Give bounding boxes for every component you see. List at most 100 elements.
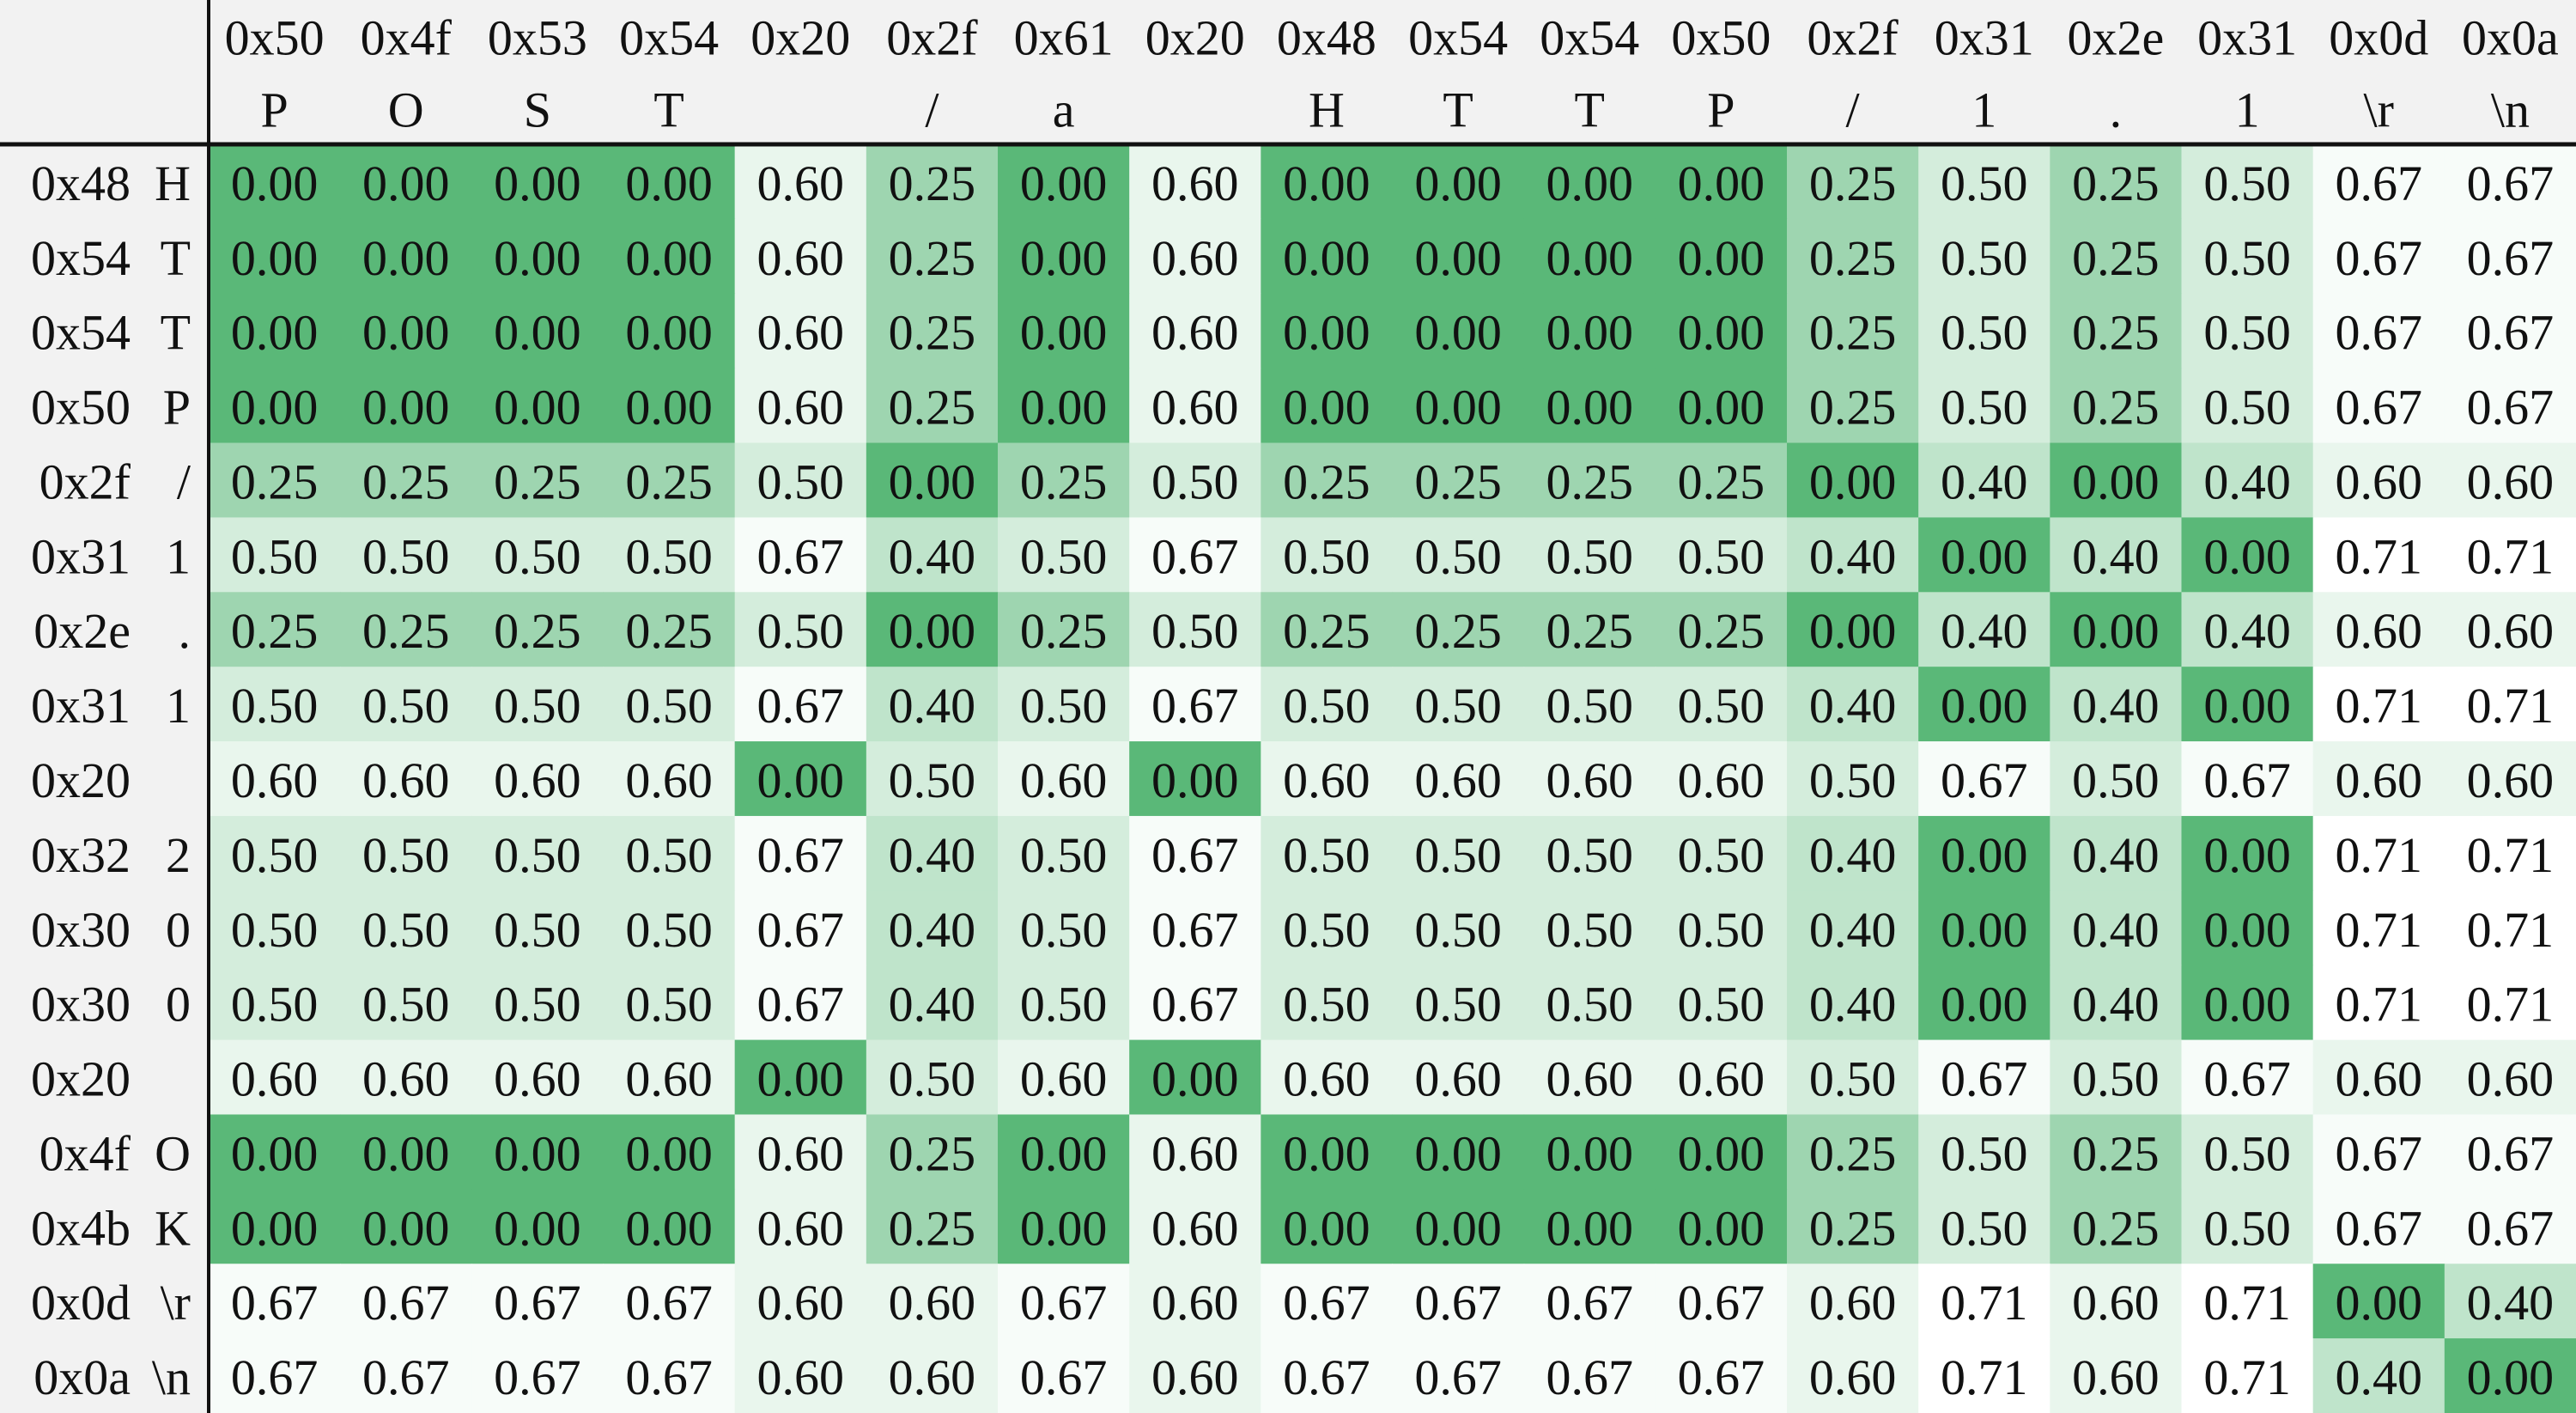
heatmap-cell (1523, 442, 1656, 519)
cell-value-label: 0.50 (1414, 977, 1502, 1032)
column-char-label: T (1575, 82, 1605, 138)
cell-value-label: 0.60 (1151, 155, 1239, 211)
cell-value-label: 0.00 (1941, 977, 2028, 1032)
heatmap-cell (1918, 218, 2050, 295)
heatmap-cell (2312, 1189, 2445, 1264)
cell-value-label: 0.00 (494, 305, 581, 361)
cell-value-label: 0.00 (494, 380, 581, 435)
column-hex-label: 0x4f (361, 10, 453, 66)
cell-value-label: 0.00 (494, 1200, 581, 1256)
row-char-label: . (179, 603, 191, 659)
cell-value-label: 0.60 (1809, 1275, 1897, 1331)
heatmap-cell (1655, 965, 1788, 1041)
cell-value-label: 0.67 (1414, 1349, 1502, 1405)
cell-value-label: 0.71 (2336, 528, 2423, 584)
heatmap-cell (1129, 144, 1261, 220)
cell-value-label: 0.40 (2467, 1275, 2555, 1331)
heatmap-cell (2444, 667, 2576, 742)
heatmap-cell (209, 144, 341, 220)
heatmap-cell (1392, 1338, 1525, 1413)
heatmap-cell (2312, 592, 2445, 667)
cell-value-label: 0.00 (362, 155, 450, 211)
cell-value-label: 0.00 (625, 1200, 713, 1256)
column-hex-label: 0x2e (2068, 10, 2165, 66)
cell-value-label: 0.67 (2467, 230, 2555, 286)
cell-value-label: 0.50 (2203, 230, 2291, 286)
cell-value-label: 0.60 (1546, 1051, 1634, 1107)
cell-value-label: 0.50 (757, 603, 845, 659)
heatmap-cell (2444, 815, 2576, 892)
cell-value-label: 0.00 (2072, 454, 2160, 509)
heatmap-cell (1261, 1338, 1394, 1413)
heatmap-cell (1918, 144, 2050, 220)
heatmap-cell (1392, 741, 1525, 817)
cell-value-label: 0.00 (1546, 1200, 1634, 1256)
heatmap-cell (1392, 890, 1525, 966)
cell-value-label: 0.00 (757, 752, 845, 808)
heatmap-cell (471, 368, 605, 444)
cell-value-label: 0.50 (625, 977, 713, 1032)
cell-value-label: 0.00 (1678, 1125, 1765, 1181)
heatmap-cell (471, 517, 605, 593)
heatmap-cell (2181, 1189, 2314, 1264)
column-char-label: \n (2491, 82, 2530, 138)
heatmap-cell (2444, 1338, 2576, 1413)
cell-value-label: 0.50 (362, 977, 450, 1032)
heatmap-cell (603, 1189, 736, 1264)
cell-value-label: 0.50 (1546, 902, 1634, 958)
heatmap-cell (1523, 293, 1656, 369)
column-hex-label: 0x53 (488, 10, 587, 66)
heatmap-cell (1129, 1264, 1261, 1339)
heatmap-cell (1129, 1039, 1261, 1116)
cell-value-label: 0.50 (1020, 827, 1108, 883)
cell-value-label: 0.50 (1678, 827, 1765, 883)
heatmap-cell (2050, 144, 2183, 220)
cell-value-label: 0.00 (2203, 528, 2291, 584)
heatmap-cell (1655, 667, 1788, 742)
heatmap-cell (2050, 1039, 2183, 1116)
cell-value-label: 0.00 (1941, 678, 2028, 734)
heatmap-cell (734, 592, 867, 667)
heatmap-cell (734, 144, 867, 220)
cell-value-label: 0.40 (1809, 977, 1897, 1032)
cell-value-label: 0.67 (1941, 752, 2028, 808)
heatmap-cell (471, 1114, 605, 1190)
cell-value-label: 0.25 (889, 305, 976, 361)
cell-value-label: 0.60 (1151, 230, 1239, 286)
cell-value-label: 0.67 (1678, 1349, 1765, 1405)
cell-value-label: 0.71 (2336, 678, 2423, 734)
cell-value-label: 0.25 (625, 603, 713, 659)
heatmap-cell (2181, 1039, 2314, 1116)
heatmap-cell (603, 368, 736, 444)
heatmap-cell (340, 1264, 472, 1339)
heatmap-cell (734, 1189, 867, 1264)
heatmap-cell (1129, 592, 1261, 667)
heatmap-cell (2312, 368, 2445, 444)
cell-value-label: 0.00 (1546, 155, 1634, 211)
cell-value-label: 0.00 (1283, 380, 1370, 435)
cell-value-label: 0.71 (2467, 678, 2555, 734)
cell-value-label: 0.50 (1546, 528, 1634, 584)
heatmap-cell (2312, 965, 2445, 1041)
heatmap-cell (1392, 442, 1525, 519)
cell-value-label: 0.50 (1678, 528, 1765, 584)
cell-value-label: 0.67 (2336, 1200, 2423, 1256)
heatmap-cell (1392, 592, 1525, 667)
heatmap-cell (471, 442, 605, 519)
heatmap-cell (2312, 218, 2445, 295)
cell-value-label: 0.00 (494, 155, 581, 211)
heatmap-cell (1129, 1189, 1261, 1264)
cell-value-label: 0.60 (1151, 1275, 1239, 1331)
heatmap-cell (1261, 667, 1394, 742)
heatmap-cell (998, 442, 1130, 519)
cell-value-label: 0.00 (494, 1125, 581, 1181)
cell-value-label: 0.50 (231, 678, 319, 734)
cell-value-label: 0.50 (1020, 678, 1108, 734)
heatmap-cell (603, 442, 736, 519)
column-char-label: T (1443, 82, 1473, 138)
column-hex-label: 0x31 (2197, 10, 2297, 66)
cell-value-label: 0.40 (1941, 454, 2028, 509)
heatmap-cell (2312, 815, 2445, 892)
cell-value-label: 0.00 (625, 380, 713, 435)
heatmap-cell (734, 293, 867, 369)
